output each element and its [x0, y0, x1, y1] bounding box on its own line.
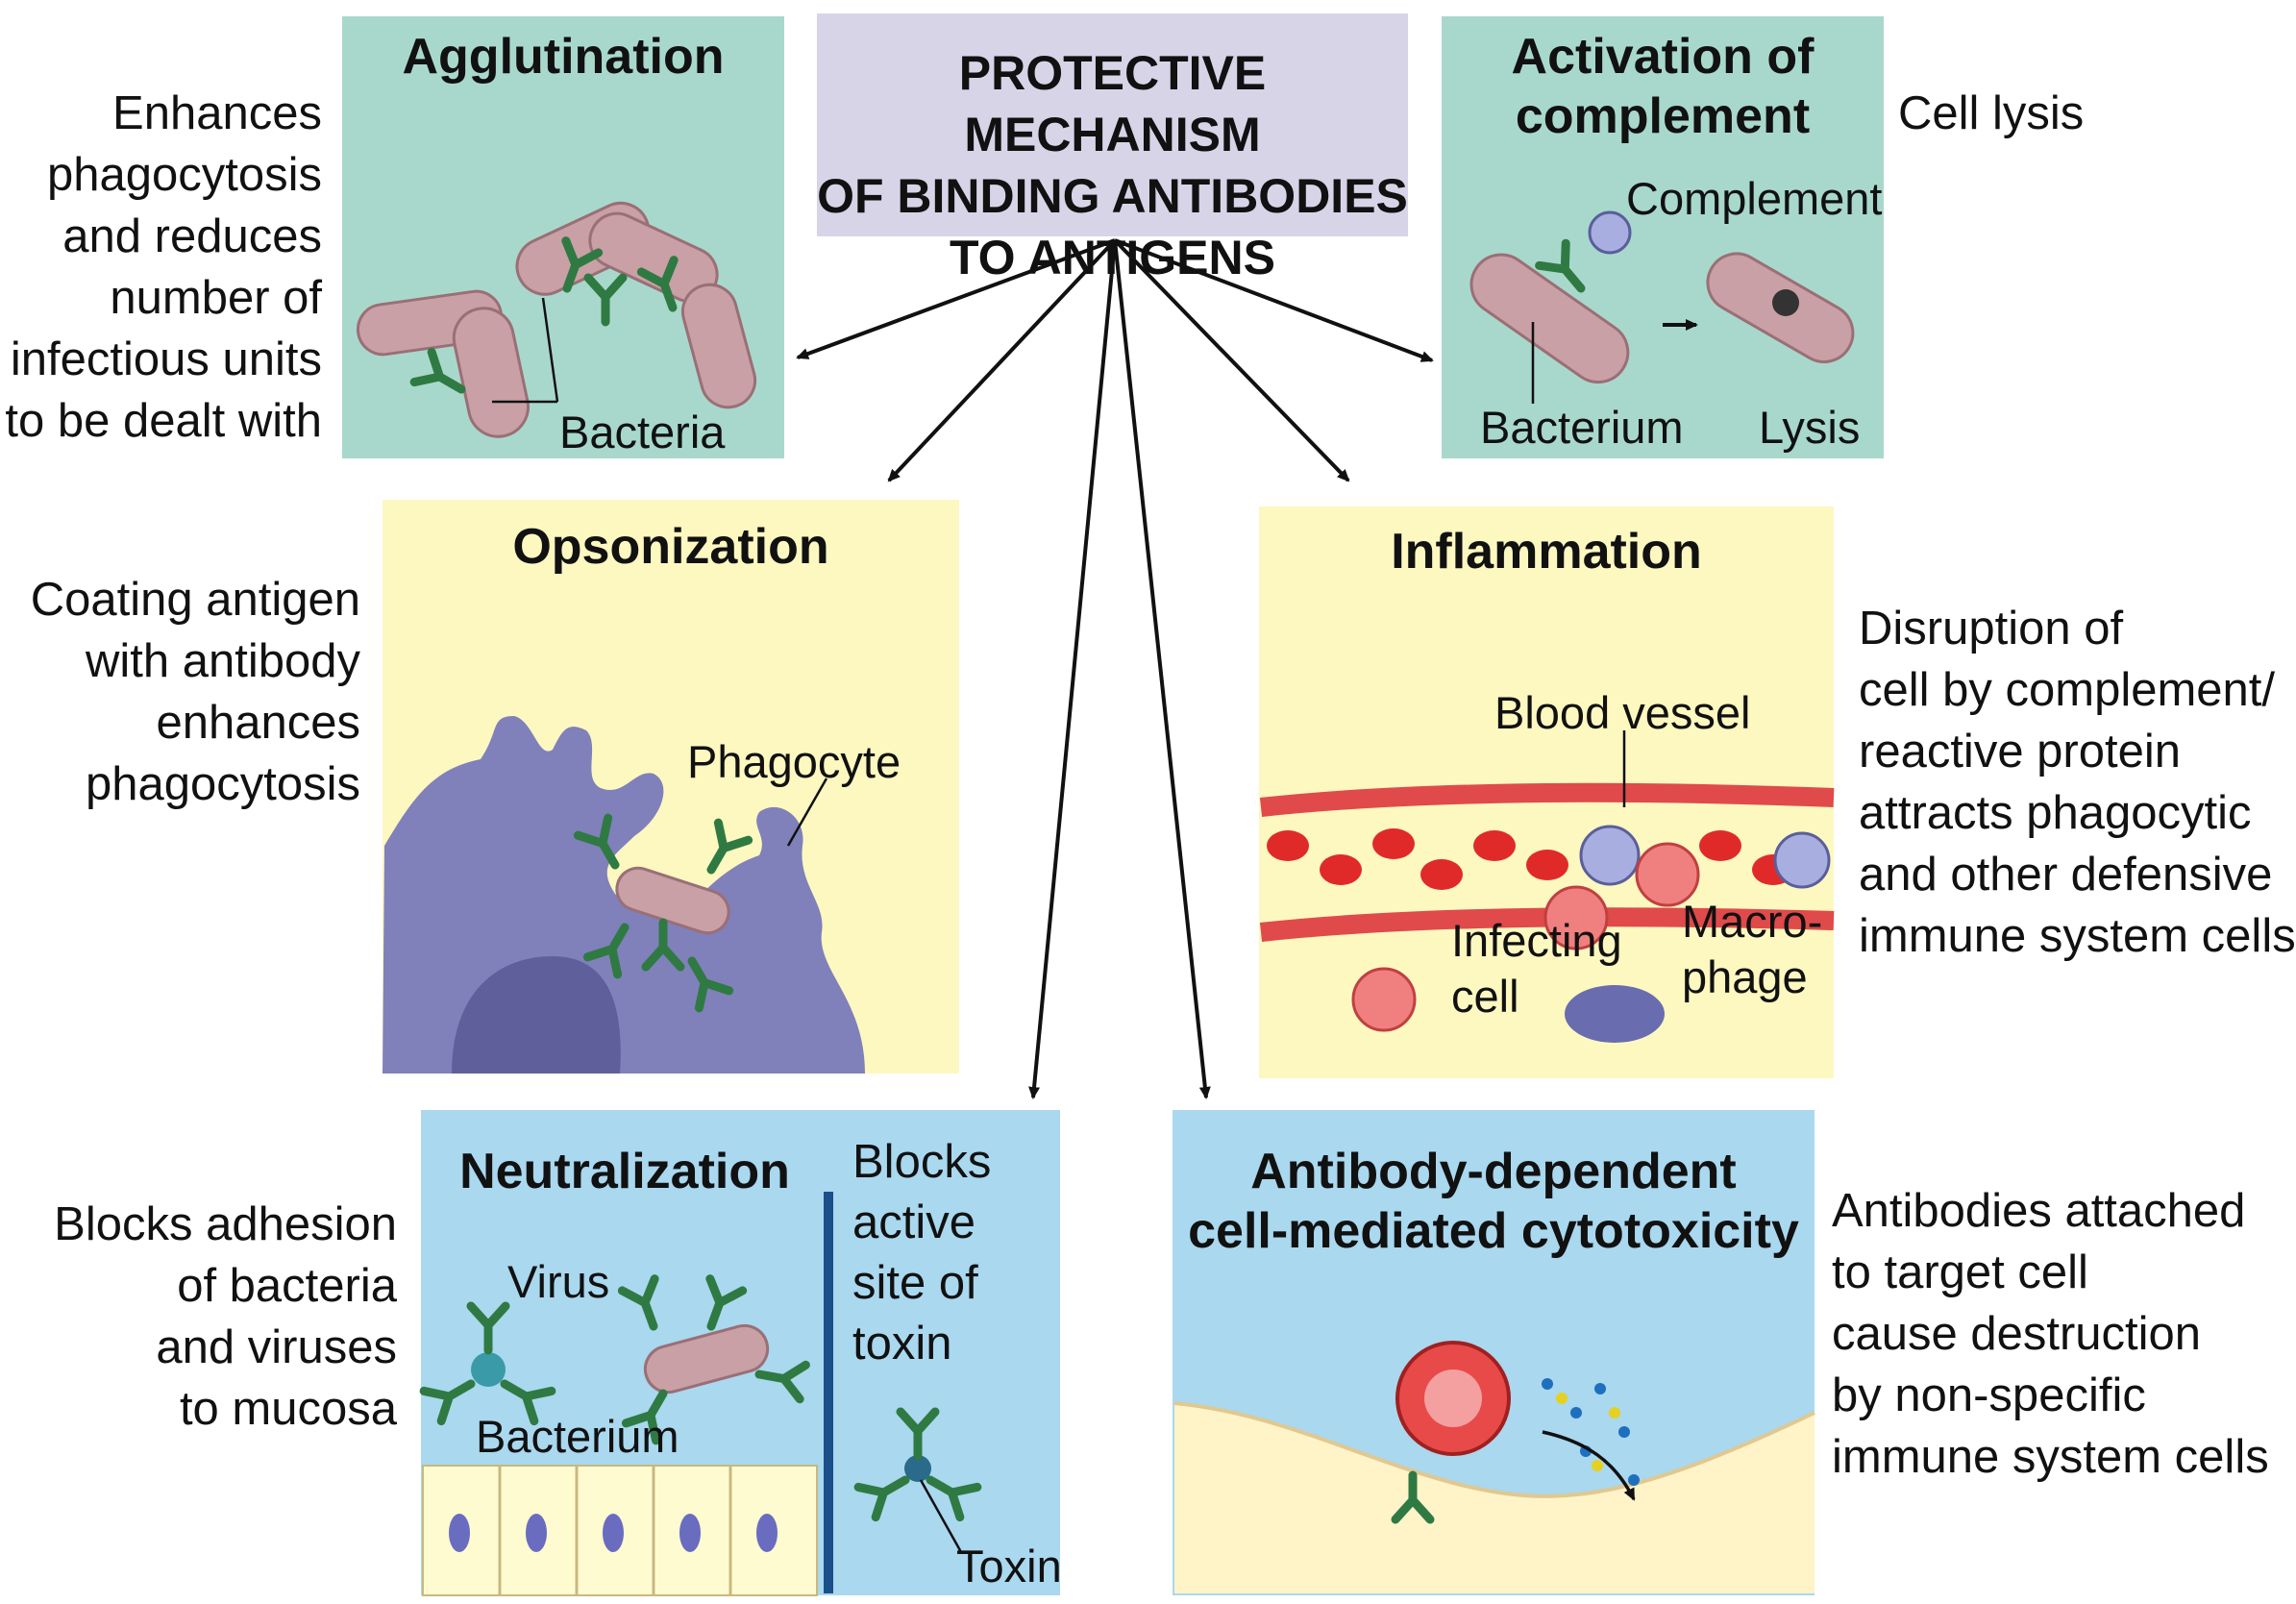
inflammation-label-infecting: Infecting [1451, 915, 1622, 966]
neutralization-label-toxin: Toxin [956, 1541, 1062, 1592]
opsonization-description: Coating antigen with antibody enhances p… [30, 574, 360, 810]
complement-label-complement: Complement [1626, 173, 1883, 224]
opsonization-label-phagocyte: Phagocyte [687, 736, 901, 787]
complement-title: Activation of complement [1511, 29, 1815, 145]
agglutination-description: Enhances phagocytosis and reduces number… [5, 87, 322, 447]
neutralization-title: Neutralization [459, 1144, 790, 1199]
complement-description: Cell lysis [1898, 87, 2085, 139]
adcc-illustration [1173, 1341, 1815, 1593]
neutralization-illustration [423, 1192, 977, 1596]
agglutination-illustration [356, 201, 757, 438]
neutralization-side-text: Blocks active site of toxin [852, 1136, 992, 1370]
complement-label-lysis: Lysis [1759, 402, 1861, 453]
complement-panel [1442, 16, 1884, 458]
agglutination-title: Agglutination [402, 29, 725, 85]
connector-arrows [796, 238, 1434, 1099]
complement-illustration [1469, 210, 1855, 404]
inflammation-label-blood-vessel: Blood vessel [1494, 687, 1751, 738]
adcc-description: Antibodies attached to target cell cause… [1832, 1185, 2269, 1483]
center-title: PROTECTIVE MECHANISM OF BINDING ANTIBODI… [817, 46, 1408, 284]
opsonization-illustration [383, 716, 865, 1073]
inflammation-title: Inflammation [1391, 524, 1702, 580]
inflammation-label-cell: cell [1451, 971, 1519, 1022]
agglutination-label-bacteria: Bacteria [559, 407, 726, 457]
neutralization-description: Blocks adhesion of bacteria and viruses … [54, 1198, 397, 1435]
center-box [817, 13, 1408, 236]
opsonization-title: Opsonization [512, 519, 829, 575]
neutralization-label-virus: Virus [507, 1256, 610, 1307]
inflammation-label-phage: phage [1682, 951, 1808, 1002]
inflammation-description: Disruption of cell by complement/ reacti… [1859, 603, 2296, 962]
adcc-title: Antibody-dependent cell-mediated cytotox… [1188, 1144, 1799, 1260]
inflammation-label-macro: Macro- [1682, 896, 1823, 947]
complement-label-bacterium: Bacterium [1480, 402, 1684, 453]
inflammation-illustration [1259, 730, 1835, 1043]
neutralization-label-bacterium: Bacterium [476, 1411, 679, 1462]
